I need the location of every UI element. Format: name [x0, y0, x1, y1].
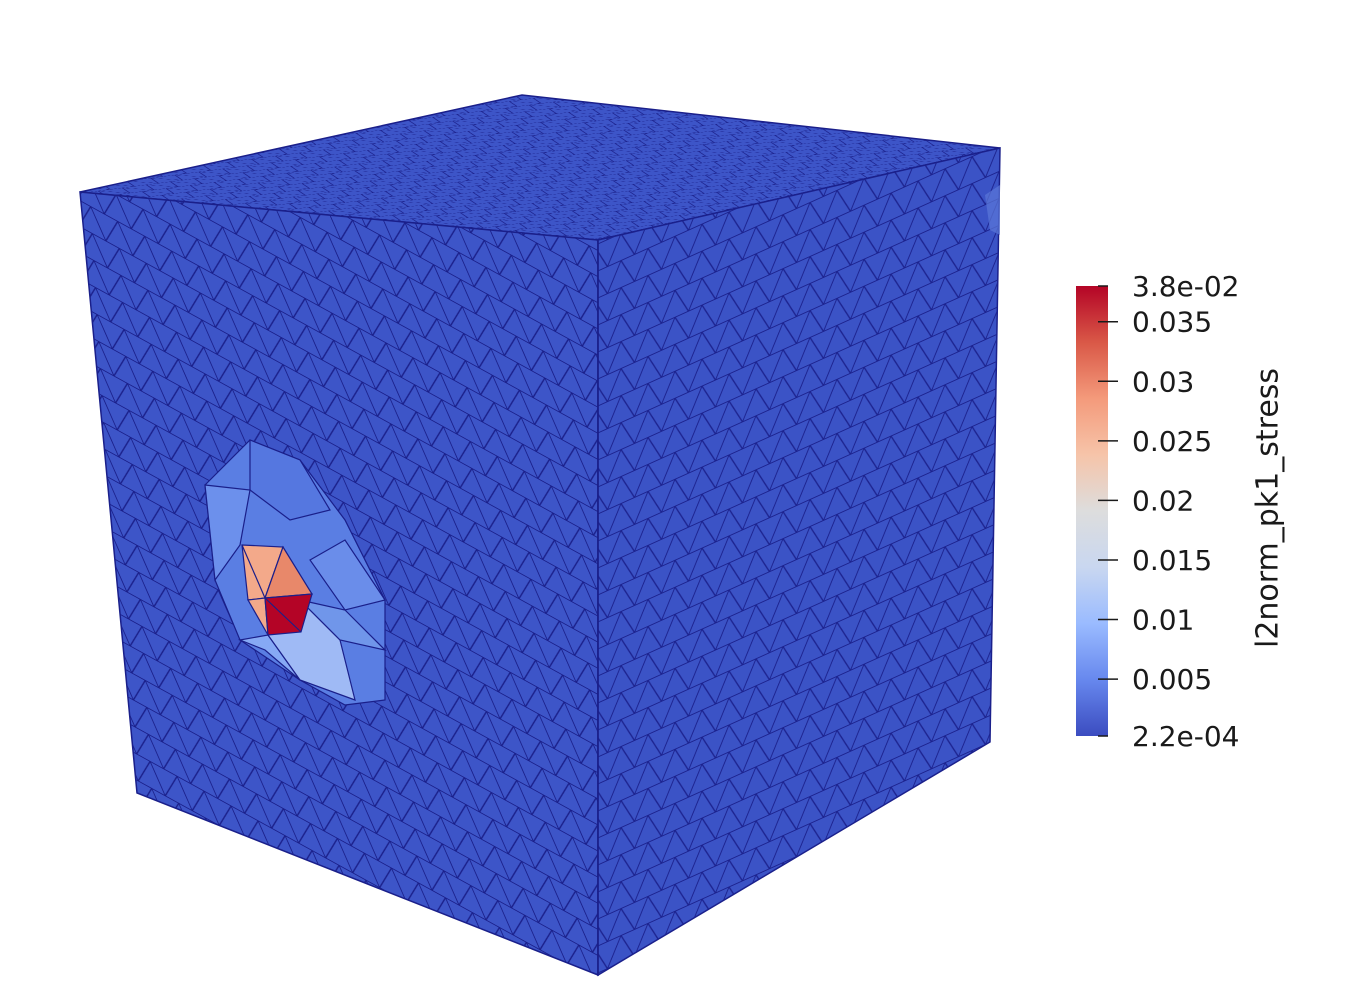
colorbar-tick-label: 0.02	[1132, 484, 1194, 517]
colorbar-tick-label: 0.01	[1132, 604, 1194, 637]
color-legend: 0.035 0.03 0.025 0.02 0.015 0.01 0.005 3.8e-02…	[1076, 270, 1240, 753]
colorbar-max-label: 3.8e-02	[1132, 270, 1240, 303]
colorbar-tick-label: 0.035	[1132, 306, 1212, 339]
colorbar-title: l2norm_pk1_stress	[1250, 367, 1286, 649]
colorbar-tick-label: 0.005	[1132, 663, 1212, 696]
colorbar-tick-label: 0.015	[1132, 544, 1212, 577]
colorbar-min-label: 2.2e-04	[1132, 720, 1240, 753]
edge-highlight	[985, 185, 1000, 235]
color-bar	[1076, 286, 1108, 736]
mesh-cube[interactable]	[79, 94, 1001, 977]
colorbar-tick-label: 0.025	[1132, 425, 1212, 458]
stress-hotspot	[204, 439, 387, 706]
colorbar-tick-label: 0.03	[1132, 365, 1194, 398]
color-bar-ticks: 0.035 0.03 0.025 0.02 0.015 0.01 0.005	[1098, 306, 1212, 696]
